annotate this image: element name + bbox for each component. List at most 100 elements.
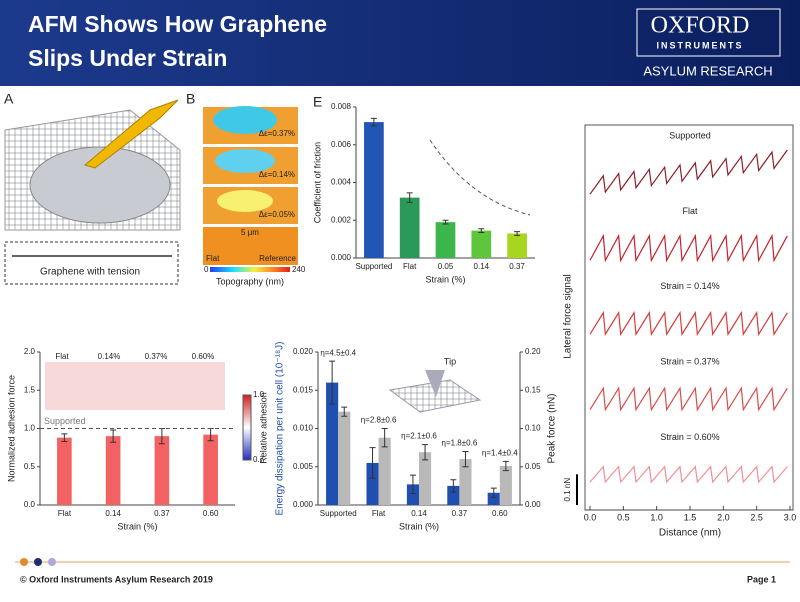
y-tick-label: 0.008 — [331, 102, 352, 111]
annotation: η=2.8±0.6 — [361, 416, 397, 425]
y-axis-label: Normalized adhesion force — [6, 375, 16, 482]
bar — [57, 437, 72, 505]
panel-label: Flat — [682, 206, 698, 216]
y2-tick-label: 0.05 — [525, 462, 541, 471]
error-bar — [502, 460, 509, 472]
error-bar — [406, 192, 413, 203]
tip-lattice — [388, 379, 482, 413]
strain-label: Δε=0.05% — [259, 210, 295, 219]
colorbar-label: Relative adhesion — [258, 392, 268, 464]
copyright: © Oxford Instruments Asylum Research 201… — [20, 574, 213, 584]
inset-box — [4, 241, 179, 285]
error-bar — [409, 474, 416, 495]
error-bar — [370, 117, 377, 127]
x-tick-label: 0.37 — [154, 509, 170, 518]
bar — [366, 462, 379, 505]
trace — [589, 233, 788, 263]
x-tick-label: Supported — [320, 509, 357, 518]
x-axis-label: Strain (%) — [399, 521, 439, 531]
y2-tick-label: 0.00 — [525, 500, 541, 509]
x-tick-label: 2.0 — [717, 512, 730, 522]
x-tick-label: 0.5 — [617, 512, 630, 522]
x-axis-label: Strain (%) — [425, 274, 465, 284]
bulge — [217, 190, 273, 212]
x-tick-label: 0.60 — [203, 509, 219, 518]
bar — [487, 492, 500, 505]
scale-bar-label: 0.1 nN — [563, 478, 572, 502]
colorbar-min: 0 — [204, 265, 209, 274]
colorbar-max: 240 — [292, 265, 306, 274]
logo-box — [636, 8, 781, 57]
bar — [499, 465, 512, 505]
footer-dot — [48, 558, 56, 566]
region-label: Flat — [206, 254, 220, 263]
bar — [203, 434, 218, 505]
y-tick-label: 1.0 — [24, 424, 36, 433]
y-tick-label: 0.5 — [24, 462, 36, 471]
error-bar — [369, 447, 376, 479]
x-tick-label: 0.37 — [452, 509, 468, 518]
y-tick-label: 0.015 — [293, 385, 314, 394]
x-tick-label: 0.14 — [105, 509, 121, 518]
y-tick-label: 0.020 — [293, 347, 314, 356]
strain-label: Δε=0.14% — [259, 170, 295, 179]
x-tick-label: Supported — [355, 262, 392, 271]
x-tick-label: 0.0 — [584, 512, 597, 522]
y-tick-label: 0.004 — [331, 178, 352, 187]
inset-label: Flat — [55, 352, 69, 361]
bulge — [215, 149, 275, 173]
x-tick-label: Flat — [58, 509, 72, 518]
caption: Graphene with tension — [40, 267, 140, 278]
y-tick-label: 0.002 — [331, 215, 352, 224]
bar — [378, 437, 391, 505]
x-axis-label: Strain (%) — [117, 521, 157, 531]
x-tick-label: 2.5 — [750, 512, 763, 522]
y-tick-label: 0.000 — [293, 500, 314, 509]
trace — [589, 386, 788, 412]
trace — [589, 310, 788, 337]
reference-label: Supported — [44, 416, 86, 426]
y-axis-label: Lateral force signal — [563, 274, 574, 359]
error-bar — [341, 406, 348, 417]
panel-label: Strain = 0.60% — [660, 432, 719, 442]
panel-label: Supported — [669, 130, 711, 140]
annotation: η=1.4±0.4 — [482, 449, 518, 458]
logo-name: OXFORD — [651, 13, 750, 39]
error-bar — [514, 231, 521, 236]
panel-label: B — [186, 91, 195, 107]
x-tick-label: 1.0 — [650, 512, 663, 522]
bar — [447, 485, 460, 505]
y-tick-label: 0.010 — [293, 424, 314, 433]
x-tick-label: 1.5 — [684, 512, 697, 522]
y2-axis-label: Peak force (nN) — [547, 393, 558, 463]
error-bar — [450, 479, 457, 493]
y-tick-label: 1.5 — [24, 385, 36, 394]
inset-label: 0.14% — [98, 352, 121, 361]
panel-label: E — [313, 94, 322, 110]
y-tick-label: 0.000 — [331, 253, 352, 262]
scale-label: 5 μm — [241, 228, 259, 237]
topo-image — [203, 227, 298, 265]
error-bar — [422, 444, 429, 461]
error-bar — [110, 429, 117, 443]
colorbar-label: Topography (nm) — [216, 276, 284, 286]
bar — [338, 411, 351, 505]
hole — [29, 146, 171, 224]
error-bar — [329, 360, 336, 405]
footer-dot — [20, 558, 28, 566]
y-tick-label: 0.005 — [293, 462, 314, 471]
trace — [589, 149, 788, 195]
y2-tick-label: 0.15 — [525, 385, 541, 394]
page-number: Page 1 — [747, 574, 776, 584]
colorbar — [210, 267, 290, 272]
adhesion-maps — [45, 362, 225, 410]
bar — [154, 436, 170, 505]
y-tick-label: 0.006 — [331, 140, 352, 149]
trace — [589, 465, 788, 484]
bar — [435, 222, 456, 258]
x-tick-label: 0.37 — [509, 262, 525, 271]
header-bar — [0, 0, 800, 86]
bar — [326, 382, 339, 505]
